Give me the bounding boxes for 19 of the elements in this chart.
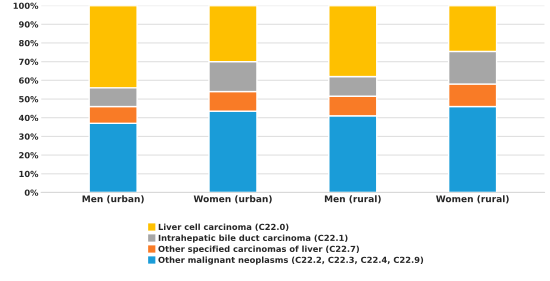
x-tick-label: Men (rural) [324, 195, 381, 204]
y-tick-label: 90% [18, 21, 38, 28]
y-tick-label: 80% [19, 40, 38, 46]
y-tick-label: 20% [19, 152, 38, 158]
x-tick-label: Men (urban) [82, 195, 144, 204]
x-tick-label: Women (rural) [436, 195, 509, 204]
y-tick-label: 10% [19, 170, 38, 178]
y-tick-label: 50% [19, 96, 38, 102]
legend-label: Other specified carcinomas of liver (C22.7) [158, 246, 359, 254]
y-tick-label: 0% [24, 189, 38, 196]
y-tick-label: 60% [19, 77, 38, 84]
y-tick-label: 40% [18, 114, 38, 122]
legend-label: Liver cell carcinoma (C22.0) [158, 224, 288, 232]
y-tick-label: 100% [14, 2, 38, 9]
x-tick-label: Women (urban) [194, 195, 272, 204]
y-tick-label: 30% [19, 133, 38, 140]
y-tick-label: 70% [19, 58, 38, 65]
legend-label: Intrahepatic bile duct carcinoma (C22.1) [158, 234, 348, 243]
legend-label: Other malignant neoplasms (C22.2, C22.3, C22.4, C22.9) [158, 256, 424, 265]
